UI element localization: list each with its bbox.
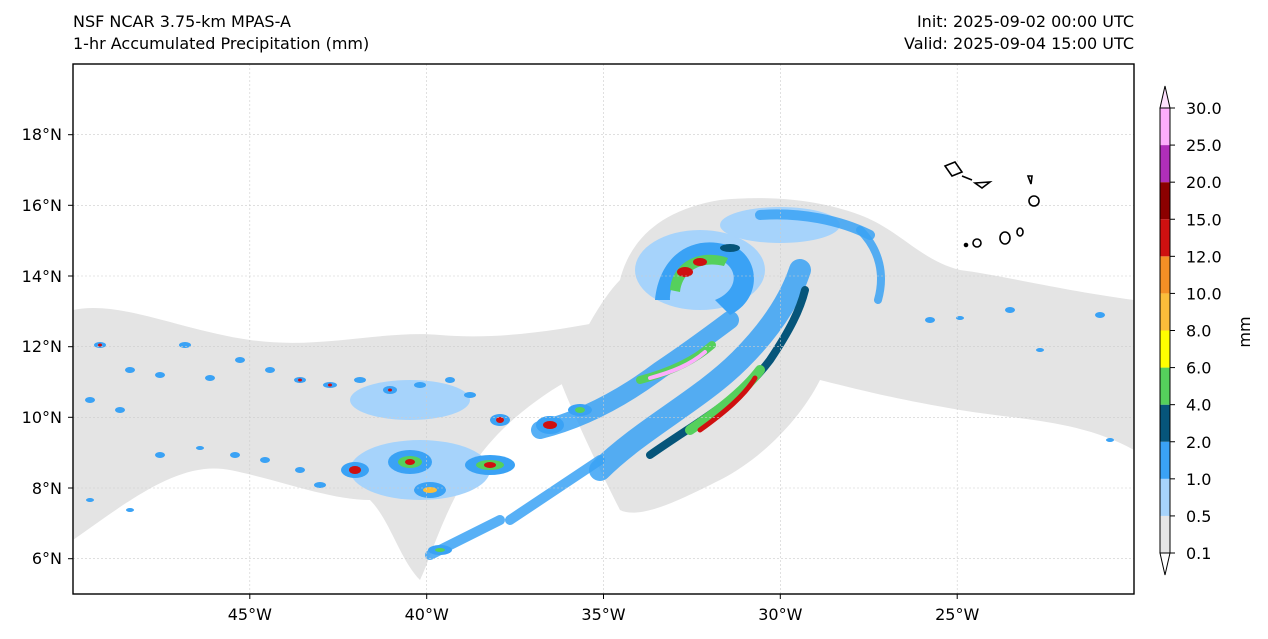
lat-labels: 6°N 8°N 10°N 12°N 14°N 16°N 18°N xyxy=(22,125,62,568)
model-name: NSF NCAR 3.75-km MPAS-A xyxy=(73,12,291,31)
colorbar-tick-label: 10.0 xyxy=(1186,284,1222,303)
colorbar-tick-label: 20.0 xyxy=(1186,173,1222,192)
lon-tick-label: 45°W xyxy=(228,605,272,624)
map-area xyxy=(73,64,1134,594)
colorbar-segment xyxy=(1160,404,1170,442)
colorbar-tick-label: 4.0 xyxy=(1186,396,1211,415)
colorbar-tick-label: 15.0 xyxy=(1186,210,1222,229)
title-left: NSF NCAR 3.75-km MPAS-A 1-hr Accumulated… xyxy=(73,11,369,55)
lat-tick-label: 6°N xyxy=(32,549,62,568)
lon-tick-label: 30°W xyxy=(758,605,802,624)
colorbar-tick-label: 1.0 xyxy=(1186,470,1211,489)
lat-tick-label: 16°N xyxy=(22,196,62,215)
scattered-cells-core xyxy=(98,343,392,392)
colorbar-segment xyxy=(1160,108,1170,146)
colorbar-segment xyxy=(1160,441,1170,479)
colorbar-tick-label: 12.0 xyxy=(1186,247,1222,266)
field-name: 1-hr Accumulated Precipitation (mm) xyxy=(73,34,370,53)
lon-labels: 45°W 40°W 35°W 30°W 25°W xyxy=(228,605,980,624)
colorbar-segment xyxy=(1160,367,1170,405)
colorbar-segment xyxy=(1160,219,1170,257)
colorbar-segment xyxy=(1160,330,1170,368)
lat-tick-label: 18°N xyxy=(22,125,62,144)
colorbar-tick-label: 0.5 xyxy=(1186,507,1211,526)
scattered-cells xyxy=(85,307,1114,512)
colorbar-segment xyxy=(1160,256,1170,294)
lon-tick-label: 25°W xyxy=(935,605,979,624)
colorbar-tick-label: 25.0 xyxy=(1186,136,1222,155)
colorbar-segment xyxy=(1160,293,1170,331)
colorbar-unit: mm xyxy=(1235,316,1254,347)
lon-tick-label: 40°W xyxy=(405,605,449,624)
lat-tick-label: 12°N xyxy=(22,337,62,356)
colorbar-over-arrow xyxy=(1159,85,1171,109)
colorbar-tick-label: 8.0 xyxy=(1186,322,1211,341)
colorbar: 0.1 0.5 1.0 2.0 4.0 6.0 8.0 10.0 12.0 15.0 20.0 25.… xyxy=(1159,85,1222,576)
colorbar-tick-label: 0.1 xyxy=(1186,544,1211,563)
colorbar-segment xyxy=(1160,515,1170,553)
colorbar-under-arrow xyxy=(1159,552,1171,576)
colorbar-tick-label: 30.0 xyxy=(1186,99,1222,118)
rain-bands xyxy=(425,209,885,560)
lat-tick-label: 14°N xyxy=(22,267,62,286)
lat-tick-label: 8°N xyxy=(32,479,62,498)
colorbar-tick-label: 2.0 xyxy=(1186,433,1211,452)
lon-ticks xyxy=(249,594,958,599)
lat-ticks xyxy=(68,134,73,560)
colorbar-segment xyxy=(1160,478,1170,516)
title-right: Init: 2025-09-02 00:00 UTC Valid: 2025-0… xyxy=(904,11,1134,55)
colorbar-segment xyxy=(1160,182,1170,220)
lon-tick-label: 35°W xyxy=(581,605,625,624)
init-time: Init: 2025-09-02 00:00 UTC xyxy=(916,12,1134,31)
lat-tick-label: 10°N xyxy=(22,408,62,427)
island-outlines xyxy=(943,161,1040,248)
colorbar-tick-label: 6.0 xyxy=(1186,359,1211,378)
valid-time: Valid: 2025-09-04 15:00 UTC xyxy=(903,34,1134,53)
colorbar-segment xyxy=(1160,145,1170,183)
gridlines xyxy=(73,64,1134,594)
